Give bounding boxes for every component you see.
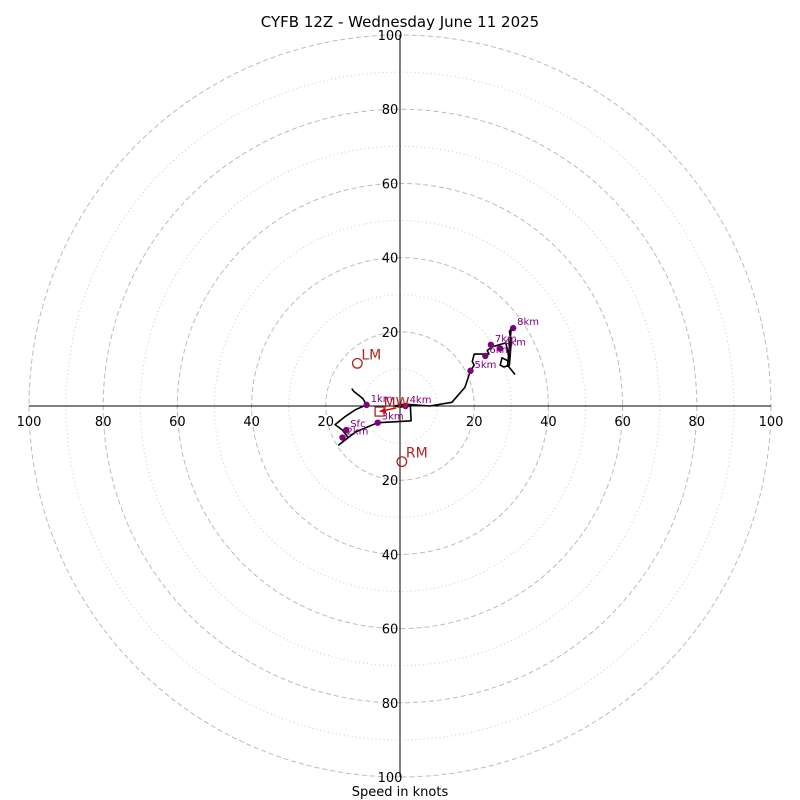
height-marker-label: 2km bbox=[346, 427, 368, 438]
height-marker-label: 1km bbox=[371, 394, 393, 405]
height-marker-point bbox=[482, 352, 489, 360]
height-marker-point bbox=[374, 419, 381, 426]
storm-motion-label: LM bbox=[361, 347, 381, 363]
y-tick-label: 20 bbox=[382, 474, 399, 489]
y-tick-label: 100 bbox=[378, 29, 403, 44]
y-tick-label: 100 bbox=[378, 771, 403, 786]
y-tick-label: 60 bbox=[382, 177, 399, 192]
height-marker-point bbox=[487, 341, 495, 348]
height-marker-point bbox=[363, 401, 370, 409]
x-tick-label: 60 bbox=[614, 415, 631, 430]
x-tick-label: 40 bbox=[243, 415, 260, 430]
height-marker-label: 7km bbox=[495, 334, 517, 345]
height-marker-point bbox=[496, 345, 504, 352]
height-marker-label: 3km bbox=[382, 412, 404, 423]
y-tick-label: 40 bbox=[382, 548, 399, 563]
height-marker-label: Sfc bbox=[350, 419, 365, 430]
height-marker-point bbox=[509, 324, 517, 332]
height-marker-point bbox=[339, 434, 346, 441]
axis-ticks: 100 100 80 80 60 60 40 40 20 20 20 20 40 40 60 60 80 80 10… bbox=[17, 29, 784, 786]
x-tick-label: 60 bbox=[169, 415, 186, 430]
storm-motion-circle bbox=[396, 456, 408, 468]
height-marker-point bbox=[343, 426, 350, 434]
y-tick-label: 80 bbox=[382, 103, 399, 118]
y-tick-label: 20 bbox=[382, 326, 399, 341]
x-tick-label: 80 bbox=[95, 415, 112, 430]
x-axis-label: Speed in knots bbox=[352, 785, 449, 800]
wind-trace-line bbox=[334, 327, 516, 446]
height-marker-label: 8km bbox=[517, 317, 539, 328]
storm-motion-markers: LM MW RM bbox=[351, 347, 428, 468]
y-tick-label: 80 bbox=[382, 697, 399, 712]
x-tick-label: 20 bbox=[318, 415, 335, 430]
height-marker-point bbox=[467, 367, 474, 374]
y-tick-label: 40 bbox=[382, 252, 399, 267]
chart-title: CYFB 12Z - Wednesday June 11 2025 bbox=[261, 13, 539, 31]
axes bbox=[29, 35, 771, 777]
height-marker-label: 4km bbox=[504, 337, 526, 348]
x-tick-label: 100 bbox=[759, 415, 784, 430]
height-marker-label: 4km bbox=[410, 395, 432, 406]
storm-motion-label: MW bbox=[384, 396, 410, 412]
storm-motion-square bbox=[374, 406, 385, 417]
x-tick-label: 100 bbox=[17, 415, 42, 430]
height-markers: Sfc1km2km3km4km5km6km7km8km4km bbox=[339, 317, 539, 441]
x-tick-label: 80 bbox=[689, 415, 706, 430]
height-marker-label: 5km bbox=[474, 360, 496, 371]
storm-motion-label: RM bbox=[406, 446, 428, 462]
x-tick-label: 20 bbox=[466, 415, 483, 430]
height-marker-point bbox=[402, 402, 409, 410]
hodograph-trace bbox=[334, 327, 516, 446]
y-tick-label: 60 bbox=[382, 623, 399, 638]
x-tick-label: 40 bbox=[540, 415, 557, 430]
storm-motion-circle bbox=[351, 357, 363, 369]
